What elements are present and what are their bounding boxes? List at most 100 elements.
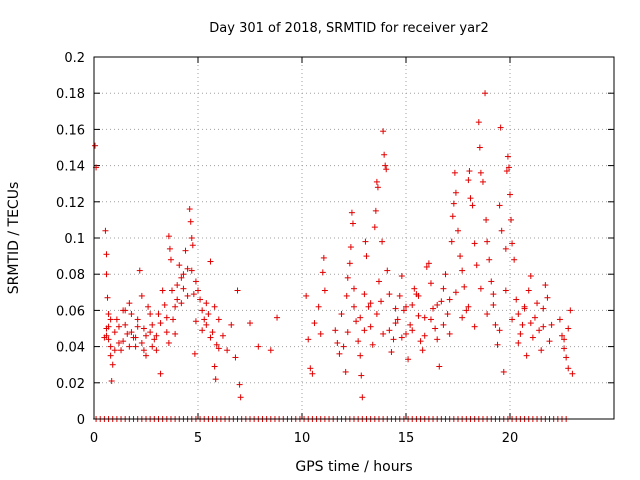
data-point (344, 274, 351, 281)
data-point (234, 287, 241, 294)
data-point (461, 283, 468, 290)
data-point (427, 280, 434, 287)
data-point (317, 330, 324, 337)
data-point (92, 142, 99, 149)
data-point (434, 301, 441, 308)
data-point (434, 336, 441, 343)
data-point (386, 327, 393, 334)
data-point (120, 338, 127, 345)
data-point (334, 339, 341, 346)
data-point (211, 363, 218, 370)
data-point (394, 316, 401, 323)
data-point (209, 329, 216, 336)
data-point (473, 262, 480, 269)
data-point (511, 256, 518, 263)
x-tick-label: 15 (398, 431, 415, 446)
data-point (430, 305, 437, 312)
data-point (374, 184, 381, 191)
data-point (107, 316, 114, 323)
data-point (174, 282, 181, 289)
data-point (373, 178, 380, 185)
data-point (155, 311, 162, 318)
data-point (107, 352, 114, 359)
x-axis: 0 5 10 15 20 (90, 57, 518, 446)
data-point (436, 363, 443, 370)
data-point (132, 343, 139, 350)
data-point (540, 305, 547, 312)
data-point (492, 321, 499, 328)
data-point (446, 330, 453, 337)
data-point (205, 311, 212, 318)
data-point (199, 327, 206, 334)
data-point (494, 341, 501, 348)
data-point (548, 321, 555, 328)
data-point (207, 258, 214, 265)
data-point (565, 365, 572, 372)
data-point (136, 267, 143, 274)
data-point (371, 224, 378, 231)
data-point (180, 271, 187, 278)
data-point (500, 368, 507, 375)
data-point (103, 271, 110, 278)
data-point (351, 303, 357, 310)
y-tick-label: 0.1 (64, 232, 85, 247)
data-point (165, 233, 172, 240)
data-point (157, 320, 164, 327)
data-point (531, 314, 538, 321)
data-point (357, 314, 364, 321)
data-point (451, 169, 458, 176)
data-point (569, 370, 576, 377)
data-point (211, 303, 218, 310)
data-point (191, 350, 198, 357)
data-point (172, 303, 179, 310)
data-point (438, 298, 445, 305)
y-tick-label: 0.02 (56, 377, 85, 392)
data-point (342, 368, 349, 375)
data-point (488, 278, 495, 285)
data-point (561, 336, 568, 343)
data-point (274, 314, 281, 321)
data-point (309, 370, 316, 377)
data-point (388, 349, 395, 356)
data-point (361, 327, 368, 334)
data-point (172, 330, 179, 337)
data-point (336, 350, 343, 357)
data-point (527, 320, 534, 327)
data-point (111, 329, 118, 336)
data-point (321, 287, 328, 294)
data-point (102, 227, 109, 234)
data-point (407, 321, 414, 328)
data-point (479, 178, 486, 185)
data-point (332, 327, 339, 334)
data-point (192, 278, 199, 285)
data-point (113, 316, 120, 323)
y-tick-label: 0.16 (56, 123, 85, 138)
data-point (373, 311, 380, 318)
data-point (111, 347, 118, 354)
data-point (379, 238, 386, 245)
data-point (398, 273, 405, 280)
data-point (103, 251, 110, 258)
data-point (311, 320, 318, 327)
data-point (444, 311, 451, 318)
data-point (128, 329, 135, 336)
data-point (459, 267, 466, 274)
data-point (237, 394, 244, 401)
data-point (138, 339, 145, 346)
data-point (149, 321, 156, 328)
data-point (498, 227, 505, 234)
data-point (219, 332, 226, 339)
data-point (409, 301, 416, 308)
data-point (126, 300, 133, 307)
data-point (484, 238, 491, 245)
data-point (232, 354, 239, 361)
data-point (103, 332, 110, 339)
data-point (367, 323, 374, 330)
data-point (182, 247, 189, 254)
data-point (497, 124, 504, 131)
data-point (544, 294, 551, 301)
y-axis-title: SRMTID / TECUs (6, 182, 22, 295)
data-point (180, 285, 187, 292)
data-point (559, 332, 565, 339)
data-point (165, 339, 172, 346)
